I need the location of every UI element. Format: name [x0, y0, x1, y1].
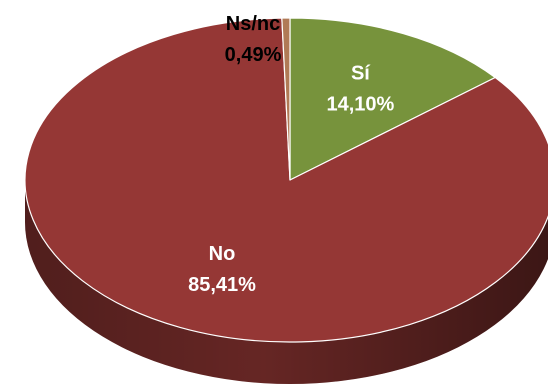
pie-slice-1	[24, 17, 548, 343]
slice-label-name-2: Ns/nc	[226, 13, 280, 35]
slice-label-value-1: 85,41%	[188, 274, 256, 296]
pie-slices	[24, 17, 548, 343]
slice-label-name-0: Sí	[351, 62, 371, 84]
pie-labels: Sí 14,10% No 85,41% Ns/nc 0,49%	[188, 13, 394, 296]
slice-label-name-1: No	[209, 243, 236, 265]
pie-slice-0	[289, 17, 496, 181]
slice-label-value-2: 0,49%	[225, 44, 282, 66]
slice-label-value-0: 14,10%	[327, 93, 395, 115]
pie-depth	[25, 180, 548, 384]
pie-slice-side-shade-1	[25, 180, 548, 384]
pie-slice-2	[281, 17, 291, 181]
